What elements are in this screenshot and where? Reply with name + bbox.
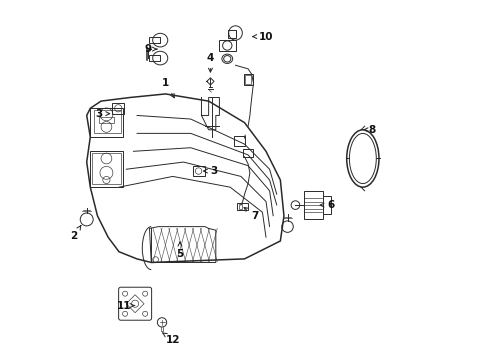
Text: 12: 12 (163, 333, 180, 345)
Bar (228, 31, 235, 38)
Text: 7: 7 (244, 207, 259, 221)
Bar (99, 117, 113, 123)
Text: 5: 5 (176, 242, 183, 258)
Text: 1: 1 (162, 78, 174, 98)
Text: 2: 2 (70, 225, 81, 240)
Text: 8: 8 (363, 125, 375, 135)
Text: 3: 3 (96, 109, 109, 119)
Text: 10: 10 (252, 32, 273, 41)
Text: 3: 3 (203, 166, 217, 176)
Bar (244, 74, 252, 85)
Bar (219, 40, 235, 51)
Text: 4: 4 (206, 53, 214, 72)
Bar (237, 203, 247, 211)
Bar (244, 75, 251, 84)
Bar (233, 136, 244, 146)
Bar (303, 192, 323, 219)
Bar (149, 55, 159, 61)
Text: 11: 11 (117, 301, 134, 311)
Bar (323, 196, 330, 214)
Text: 9: 9 (144, 44, 157, 54)
Text: 6: 6 (320, 200, 333, 210)
Bar (149, 37, 159, 43)
Bar (242, 149, 252, 157)
Bar (238, 204, 242, 210)
